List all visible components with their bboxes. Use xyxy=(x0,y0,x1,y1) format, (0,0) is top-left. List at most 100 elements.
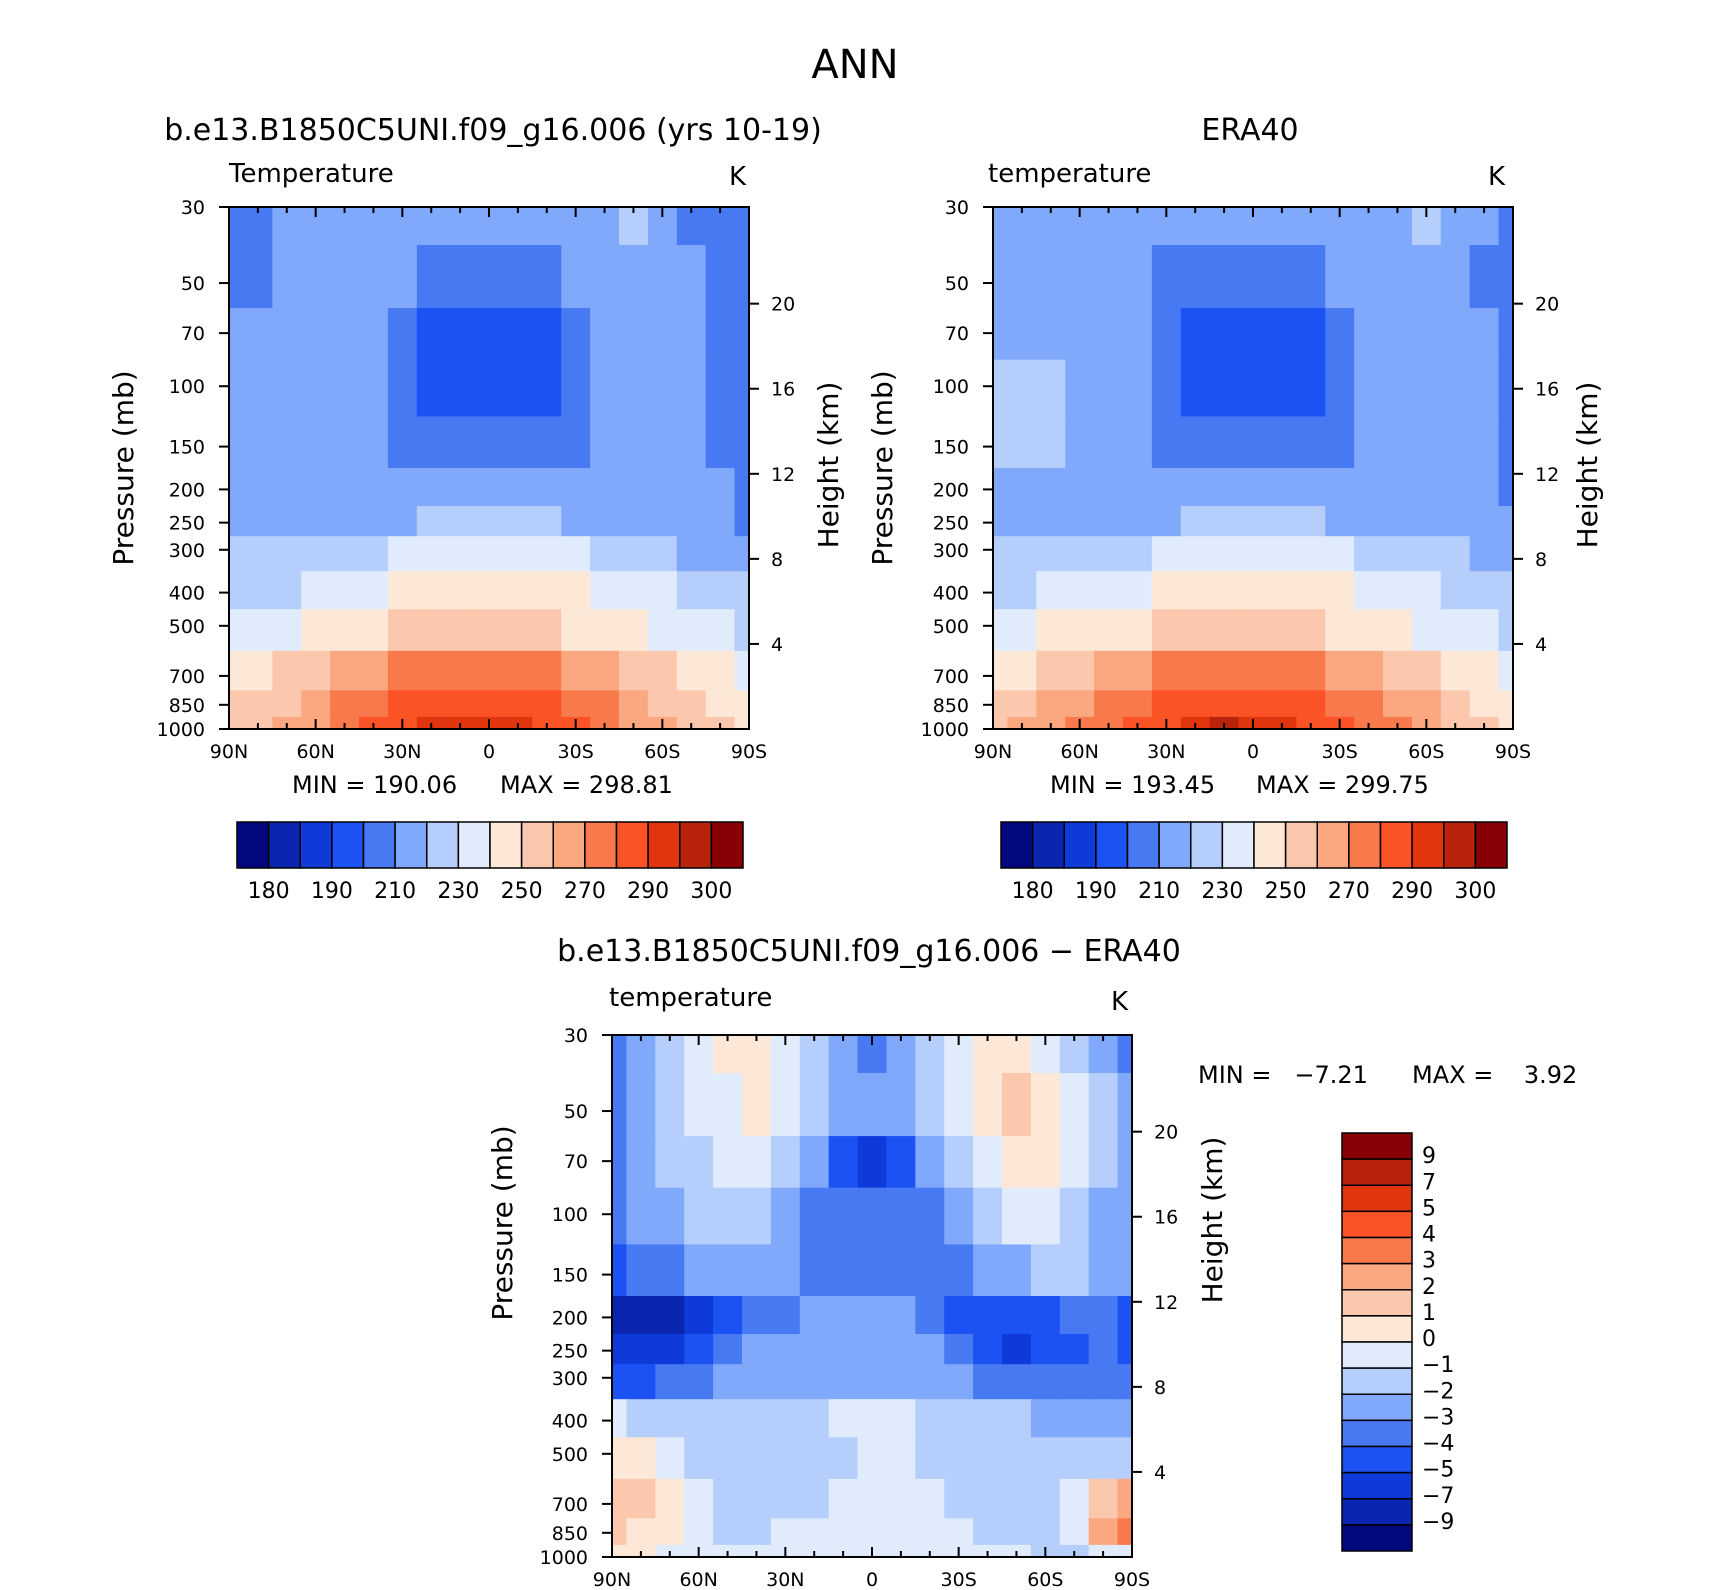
diff-cell xyxy=(1002,1244,1032,1297)
model-cell xyxy=(272,609,302,652)
model-cell xyxy=(243,416,273,469)
model-ytick-label: 400 xyxy=(169,583,205,605)
model-cell xyxy=(676,571,707,610)
model-cell xyxy=(330,571,360,610)
diff-colorbar-label: −2 xyxy=(1422,1379,1454,1404)
model-cell xyxy=(647,571,678,610)
diff-cell xyxy=(944,1244,974,1297)
model-cell xyxy=(590,416,620,469)
era40-ytick-right-label: 16 xyxy=(1535,379,1559,401)
model-colorbar-box xyxy=(426,821,460,869)
era40-colorbar-box xyxy=(1379,821,1413,869)
diff-cell xyxy=(1088,1136,1119,1189)
era40-cell xyxy=(1036,571,1066,610)
model-cell xyxy=(532,571,562,610)
diff-ytick-label: 1000 xyxy=(540,1547,588,1569)
diff-cell xyxy=(828,1437,859,1480)
diff-cell xyxy=(886,1399,916,1438)
era40-ytick-label: 250 xyxy=(933,513,969,535)
diff-cell xyxy=(713,1364,743,1400)
model-ytick-label: 200 xyxy=(169,479,205,501)
era40-cell xyxy=(1469,571,1500,610)
diff-cell xyxy=(915,1244,945,1297)
era40-cell xyxy=(1238,359,1269,418)
model-cell xyxy=(503,650,533,691)
panel-model-title: b.e13.B1850C5UNI.f09_g16.006 (yrs 10-19) xyxy=(164,113,822,148)
model-cell xyxy=(272,416,302,469)
diff-cell xyxy=(742,1364,772,1400)
era40-cell xyxy=(1411,571,1442,610)
diff-cell xyxy=(770,1136,801,1189)
model-cell xyxy=(561,308,591,361)
panel-era40-title: ERA40 xyxy=(1201,113,1298,148)
model-cell xyxy=(474,571,505,610)
era40-cell xyxy=(1296,207,1326,246)
diff-colorbar-label: −9 xyxy=(1422,1510,1454,1535)
model-cell xyxy=(561,245,591,309)
diff-cell xyxy=(713,1296,743,1335)
era40-cell xyxy=(1498,506,1513,537)
era40-cell xyxy=(1007,650,1037,691)
diff-cell xyxy=(915,1364,945,1400)
era40-cell xyxy=(1209,359,1240,418)
model-colorbar-box xyxy=(394,821,428,869)
model-cell xyxy=(705,207,736,246)
diff-colorbar-label: 5 xyxy=(1422,1196,1436,1221)
diff-cell xyxy=(612,1334,628,1365)
era40-cell xyxy=(993,571,1009,610)
era40-cell xyxy=(1411,468,1442,507)
era40-colorbar-label: 230 xyxy=(1201,879,1243,904)
era40-cell xyxy=(1209,207,1240,246)
diff-colorbar-label: 7 xyxy=(1422,1170,1436,1195)
era40-colorbar-box xyxy=(1126,821,1160,869)
model-cell xyxy=(590,359,620,418)
diff-cell xyxy=(612,1136,628,1189)
model-cell xyxy=(445,690,476,718)
model-cell xyxy=(705,716,736,729)
panel-diff-max: MAX = 3.92 xyxy=(1412,1061,1577,1089)
model-cell xyxy=(503,245,533,309)
diff-colorbar-label: −4 xyxy=(1422,1432,1454,1457)
era40-cell xyxy=(1094,690,1124,718)
model-xtick-label: 90N xyxy=(210,741,248,763)
era40-cell xyxy=(1469,207,1500,246)
era40-cell xyxy=(1007,690,1037,718)
model-field xyxy=(229,207,749,729)
model-cell xyxy=(229,571,245,610)
model-cell xyxy=(301,536,331,572)
model-cell xyxy=(532,245,562,309)
diff-ytick-right-label: 20 xyxy=(1154,1122,1178,1144)
model-cell xyxy=(359,690,389,718)
model-cell xyxy=(229,690,245,718)
era40-cell xyxy=(1267,609,1297,652)
era40-cell xyxy=(1036,716,1066,729)
era40-cell xyxy=(1469,359,1500,418)
era40-xtick-label: 0 xyxy=(1247,741,1259,763)
model-cell xyxy=(243,468,273,507)
diff-colorbar-label: −5 xyxy=(1422,1458,1454,1483)
model-cell xyxy=(676,609,707,652)
diff-cell xyxy=(684,1187,714,1246)
diff-cell xyxy=(1002,1073,1032,1137)
diff-cell xyxy=(944,1364,974,1400)
era40-cell xyxy=(1354,716,1384,729)
model-colorbar-label: 190 xyxy=(311,879,353,904)
era40-cell xyxy=(1325,506,1355,537)
model-cell xyxy=(705,359,736,418)
era40-cell xyxy=(1036,245,1066,309)
era40-cell xyxy=(1036,536,1066,572)
era40-cell xyxy=(1383,650,1413,691)
model-cell xyxy=(229,359,245,418)
model-cell xyxy=(272,468,302,507)
era40-colorbar-box xyxy=(1348,821,1382,869)
era40-cell xyxy=(1209,506,1240,537)
era40-cell xyxy=(1007,207,1037,246)
model-ytick-label: 30 xyxy=(181,197,205,219)
era40-cell xyxy=(993,690,1009,718)
diff-cell xyxy=(915,1136,945,1189)
diff-cell xyxy=(713,1187,743,1246)
era40-cell xyxy=(1123,650,1153,691)
model-cell xyxy=(272,536,302,572)
era40-cell xyxy=(1325,609,1355,652)
model-cell xyxy=(561,536,591,572)
